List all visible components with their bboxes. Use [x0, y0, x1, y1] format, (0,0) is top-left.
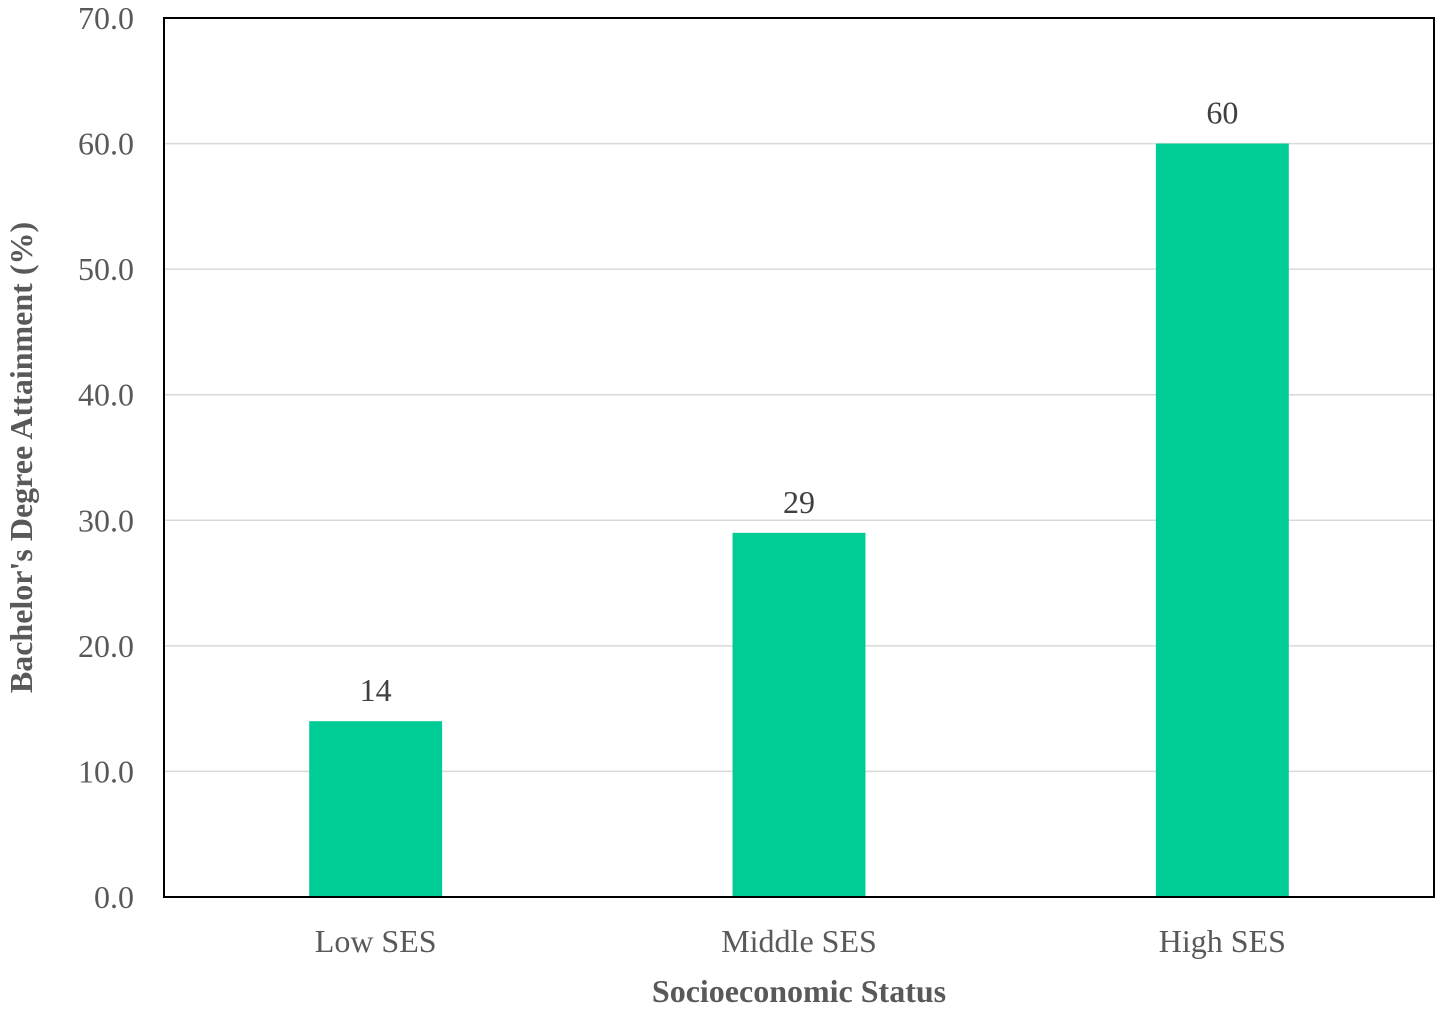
- bar-high-ses: [1155, 143, 1289, 898]
- y-tick-label: 0.0: [94, 879, 134, 915]
- y-tick-label: 10.0: [78, 753, 134, 789]
- y-tick-label: 40.0: [78, 377, 134, 413]
- y-tick-label: 50.0: [78, 251, 134, 287]
- data-label: 14: [360, 672, 392, 708]
- bar-middle-ses: [732, 532, 866, 897]
- x-tick-label: Low SES: [315, 923, 437, 959]
- y-axis-title: Bachelor's Degree Attainment (%): [3, 222, 39, 693]
- bars: [309, 143, 1289, 898]
- y-tick-label: 30.0: [78, 502, 134, 538]
- data-labels: 14 29 60: [360, 95, 1239, 709]
- x-tick-label: High SES: [1159, 923, 1286, 959]
- x-axis-title: Socioeconomic Status: [652, 973, 946, 1009]
- data-label: 60: [1206, 95, 1238, 131]
- x-tick-label: Middle SES: [721, 923, 877, 959]
- y-tick-labels: 0.0 10.0 20.0 30.0 40.0 50.0 60.0 70.0: [78, 0, 134, 915]
- bar-low-ses: [309, 721, 443, 897]
- data-label: 29: [783, 484, 815, 520]
- plot-frame: [163, 17, 1435, 898]
- y-tick-label: 60.0: [78, 126, 134, 162]
- x-tick-labels: Low SES Middle SES High SES: [315, 923, 1286, 959]
- y-tick-label: 70.0: [78, 0, 134, 36]
- y-tick-label: 20.0: [78, 628, 134, 664]
